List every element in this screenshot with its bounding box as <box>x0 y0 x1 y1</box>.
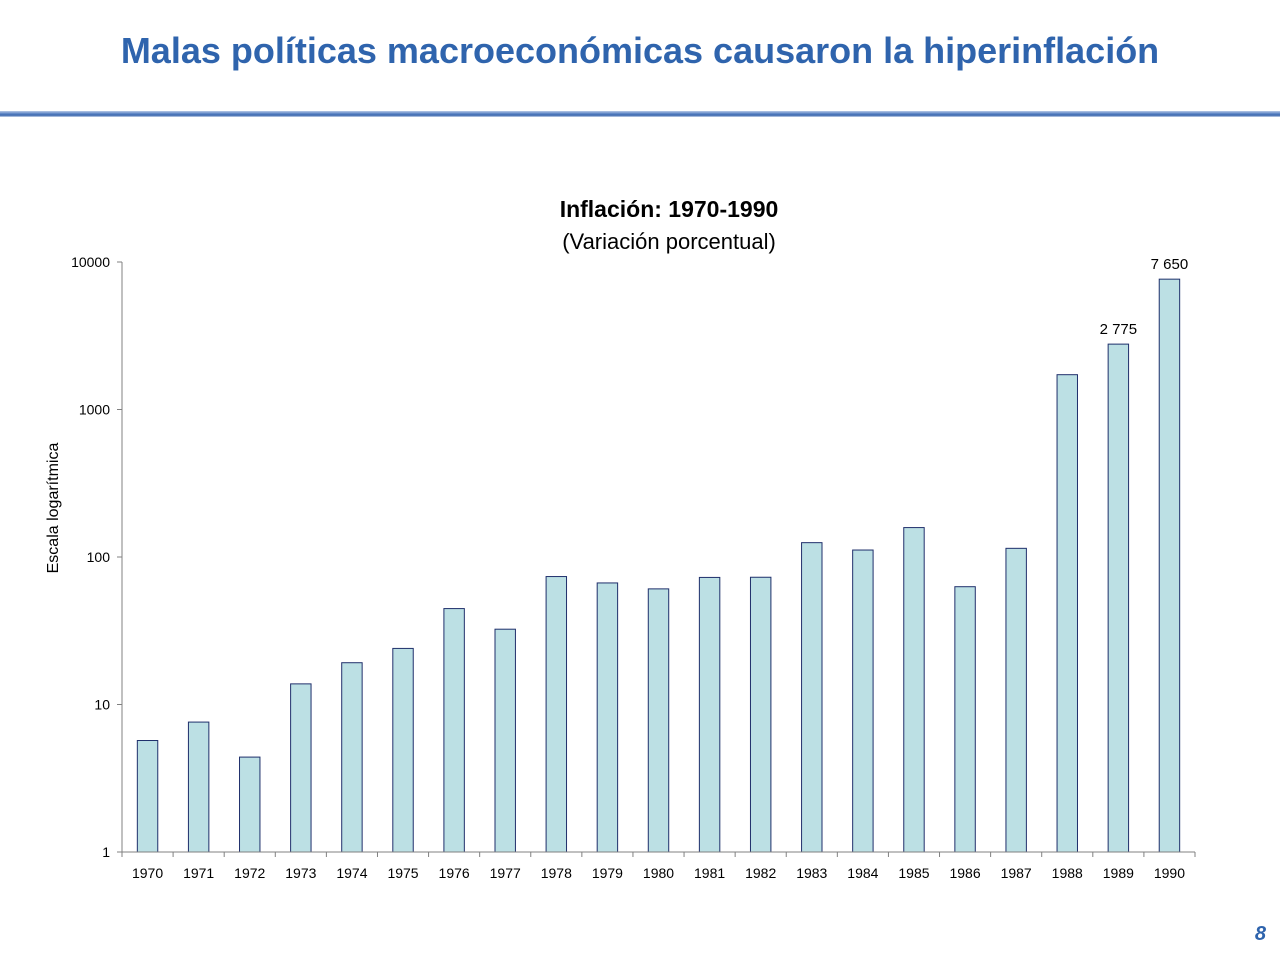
labels-group: 1 10 100 1000 10000 1970 1971 1972 1973 1974 1975 1… <box>71 254 1188 881</box>
data-label-1990: 7 650 <box>1151 256 1189 273</box>
bar-1985 <box>903 527 925 853</box>
bars-group <box>136 278 1181 853</box>
x-tick-label: 1987 <box>1001 865 1032 881</box>
bar-1988 <box>1056 374 1078 853</box>
y-tick-label: 100 <box>87 549 111 565</box>
x-tick-label: 1974 <box>336 865 367 881</box>
y-tick-label: 10 <box>94 697 110 713</box>
bar-1989 <box>1107 343 1130 853</box>
bar-1980 <box>647 588 670 853</box>
x-tick-label: 1981 <box>694 865 725 881</box>
bar-1979 <box>596 582 619 853</box>
y-tick-label: 10000 <box>71 254 110 270</box>
bar-1976 <box>443 608 465 853</box>
bar-1986 <box>954 586 976 853</box>
bar-1975 <box>392 647 414 853</box>
chart-subtitle: (Variación porcentual) <box>562 229 776 254</box>
bar-1978 <box>545 576 568 853</box>
x-tick-label: 1984 <box>847 865 878 881</box>
y-tick-label: 1 <box>102 844 110 860</box>
page-number: 8 <box>1254 923 1266 945</box>
x-tick-label: 1973 <box>285 865 316 881</box>
x-tick-label: 1988 <box>1052 865 1083 881</box>
bar-1983 <box>801 542 823 853</box>
x-tick-label: 1972 <box>234 865 265 881</box>
slide-title: Malas políticas macroeconómicas causaron… <box>120 30 1160 71</box>
y-tick-label: 1000 <box>79 402 110 418</box>
bar-1972 <box>239 756 261 853</box>
bar-1987 <box>1005 547 1027 853</box>
bar-1984 <box>852 549 874 853</box>
x-tick-label: 1980 <box>643 865 674 881</box>
bar-1990 <box>1158 278 1181 853</box>
x-tick-label: 1983 <box>796 865 827 881</box>
bar-1981 <box>698 576 721 853</box>
x-tick-label: 1976 <box>439 865 470 881</box>
title-divider <box>0 111 1280 117</box>
bar-1971 <box>187 721 210 853</box>
x-tick-label: 1989 <box>1103 865 1134 881</box>
x-tick-label: 1986 <box>949 865 980 881</box>
data-label-1989: 2 775 <box>1100 321 1138 338</box>
x-tick-label: 1977 <box>490 865 521 881</box>
x-tick-label: 1978 <box>541 865 572 881</box>
x-tick-label: 1975 <box>387 865 418 881</box>
bar-1977 <box>494 628 516 853</box>
bar-1982 <box>749 576 772 853</box>
chart-title: Inflación: 1970-1990 <box>560 196 779 222</box>
bar-1973 <box>290 683 312 853</box>
x-tick-label: 1982 <box>745 865 776 881</box>
x-tick-label: 1979 <box>592 865 623 881</box>
x-tick-label: 1971 <box>183 865 214 881</box>
y-axis-label: Escala logarítmica <box>45 443 62 574</box>
x-tick-label: 1970 <box>132 865 163 881</box>
bar-1974 <box>341 662 363 853</box>
x-tick-label: 1990 <box>1154 865 1185 881</box>
inflation-chart: Inflación: 1970-1990 (Variación porcentu… <box>45 196 1196 881</box>
axes-group <box>117 261 1196 857</box>
x-tick-label: 1985 <box>898 865 929 881</box>
bar-1970 <box>136 740 159 853</box>
